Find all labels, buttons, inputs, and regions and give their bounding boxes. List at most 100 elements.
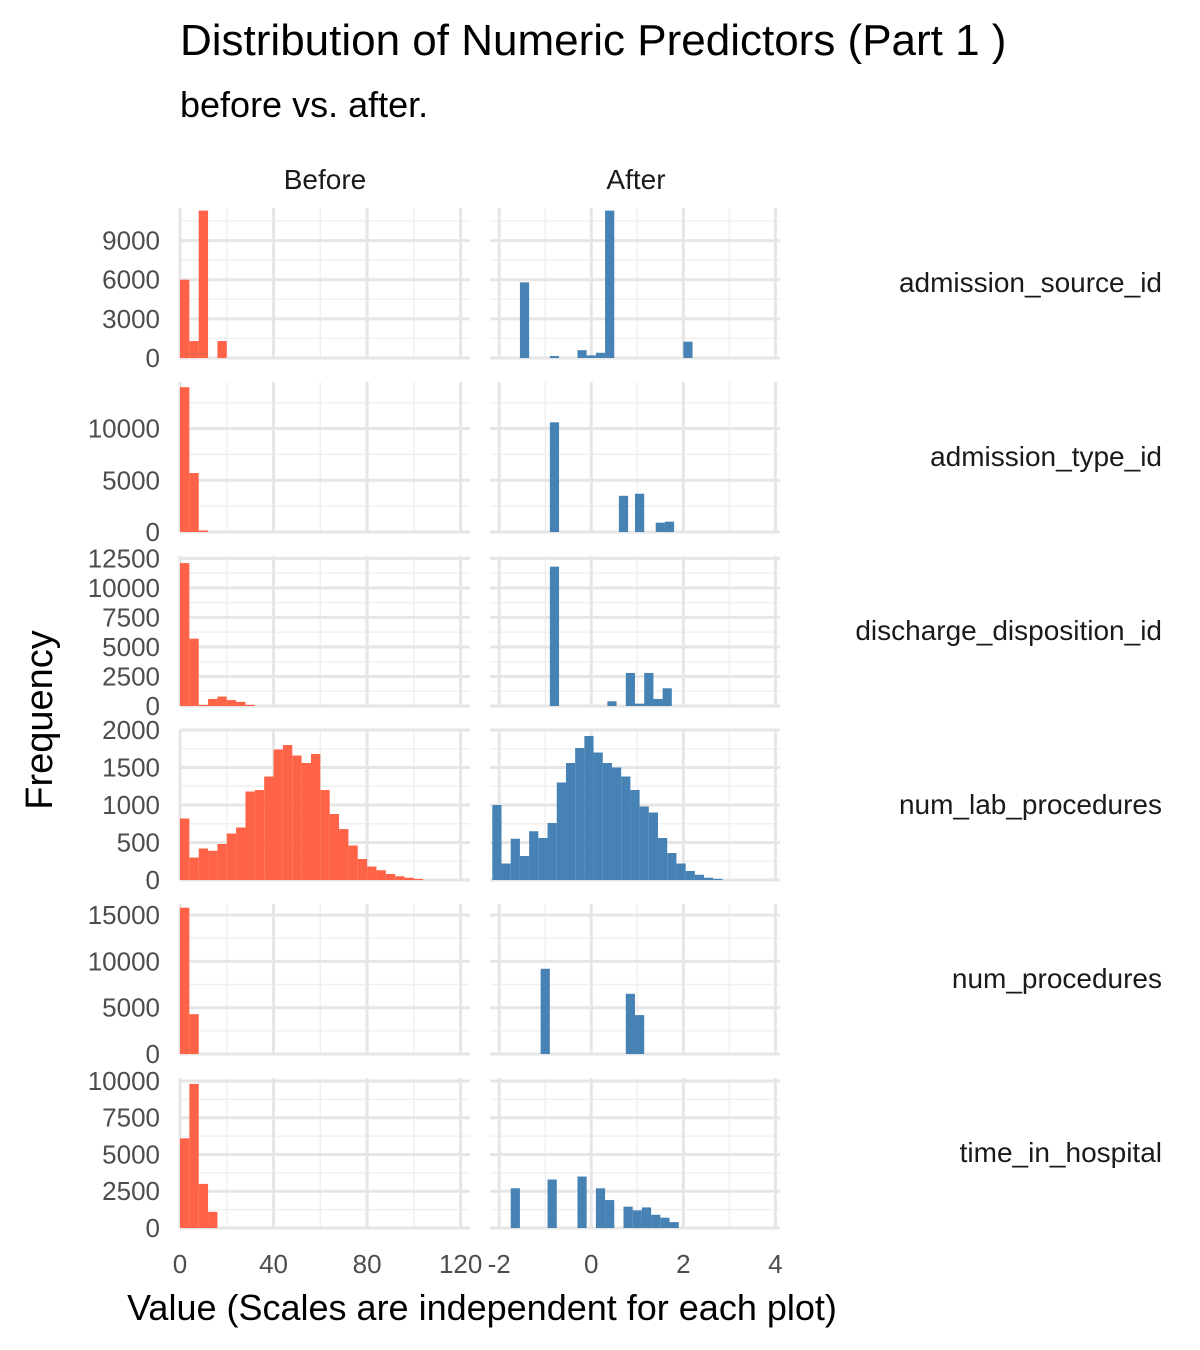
histogram-bar — [595, 352, 606, 358]
x-tick-label: -2 — [488, 1249, 511, 1279]
histogram-bar — [180, 279, 190, 358]
histogram-bar — [623, 1206, 633, 1228]
facet-strip-label: time_in_hospital — [960, 1137, 1162, 1168]
histogram-bar — [198, 704, 209, 706]
y-tick-label: 500 — [117, 828, 160, 858]
histogram-bar — [404, 877, 414, 880]
histogram-bar — [602, 763, 612, 880]
histogram-bar — [704, 877, 714, 880]
histogram-bar — [292, 755, 302, 880]
histogram-bar — [320, 790, 330, 880]
y-tick-label: 0 — [146, 517, 160, 547]
y-tick-label: 2000 — [102, 715, 160, 745]
histogram-bar — [586, 355, 596, 358]
panel-admission_type_id-after — [490, 382, 780, 534]
histogram-bar — [685, 871, 695, 880]
histogram-bar — [357, 859, 368, 880]
histogram-bar — [540, 968, 550, 1054]
y-tick-label: 6000 — [102, 265, 160, 295]
panel-num_procedures-after — [490, 904, 780, 1056]
histogram-bar — [198, 210, 209, 358]
y-tick-label: 0 — [146, 865, 160, 895]
histogram-bar — [189, 1014, 199, 1054]
histogram-bar — [547, 823, 557, 880]
y-tick-label: 2500 — [102, 1176, 160, 1206]
facet-strip-label: admission_source_id — [899, 267, 1162, 298]
histogram-bar — [667, 853, 677, 880]
y-tick-label: 5000 — [102, 632, 160, 662]
histogram-bar — [310, 754, 321, 880]
histogram-bar — [180, 563, 190, 706]
panel-num_lab_procedures-after — [490, 728, 780, 882]
histogram-bar — [180, 818, 190, 880]
histogram-bar — [658, 838, 668, 880]
x-tick-label: 40 — [259, 1249, 288, 1279]
x-axis-label: Value (Scales are independent for each p… — [127, 1287, 837, 1328]
histogram-bar — [217, 844, 227, 880]
histogram-bar — [198, 848, 209, 880]
histogram-bar — [575, 748, 585, 880]
histogram-bar — [676, 863, 686, 880]
x-tick-label: 0 — [584, 1249, 598, 1279]
histogram-bar — [236, 827, 246, 880]
histogram-bar — [348, 845, 358, 880]
y-tick-label: 10000 — [88, 573, 160, 603]
histogram-bar — [245, 704, 255, 706]
histogram-bar — [273, 749, 283, 880]
y-axis-label: Frequency — [19, 630, 61, 810]
histogram-bar — [605, 210, 615, 358]
y-tick-label: 5000 — [102, 1139, 160, 1169]
histogram-bar — [198, 530, 209, 532]
histogram-bar — [655, 522, 665, 532]
y-tick-label: 5000 — [102, 465, 160, 495]
histogram-bar — [385, 874, 396, 880]
histogram-bar — [556, 782, 566, 880]
histogram-bar — [180, 1138, 190, 1228]
facet-strip-label: num_lab_procedures — [899, 789, 1162, 820]
histogram-bar — [547, 1179, 557, 1228]
histogram-bar — [208, 698, 218, 706]
histogram-bar — [662, 688, 672, 706]
facet-strip-label: discharge_disposition_id — [855, 615, 1162, 646]
histogram-bar — [660, 1217, 670, 1228]
y-tick-label: 15000 — [88, 900, 160, 930]
panel-discharge_disposition_id-after — [490, 556, 780, 708]
y-tick-label: 10000 — [88, 946, 160, 976]
histogram-bar — [625, 993, 635, 1054]
histogram-bar — [635, 1015, 645, 1054]
histogram-bar — [510, 838, 520, 880]
histogram-bar — [565, 763, 576, 880]
histogram-bar — [529, 831, 539, 880]
histogram-bar — [329, 814, 340, 880]
panel-time_in_hospital-after — [490, 1078, 780, 1230]
histogram-bar — [264, 776, 274, 880]
y-tick-label: 0 — [146, 1213, 160, 1243]
histogram-bar — [584, 736, 594, 880]
histogram-bar — [635, 493, 645, 532]
histogram-bar — [644, 672, 654, 706]
histogram-bar — [189, 473, 199, 532]
histogram-bar — [549, 566, 560, 706]
histogram-bar — [549, 356, 560, 358]
histogram-bar — [641, 1207, 652, 1228]
histogram-bar — [632, 1210, 642, 1228]
histogram-bar — [236, 701, 246, 706]
x-tick-label: 4 — [768, 1249, 782, 1279]
histogram-bar — [254, 790, 265, 880]
histogram-bar — [501, 863, 511, 880]
histogram-bar — [226, 833, 237, 880]
y-tick-label: 2500 — [102, 661, 160, 691]
panel-admission_type_id-before — [178, 382, 470, 534]
panel-admission_source_id-before — [178, 208, 470, 360]
y-tick-label: 1500 — [102, 753, 160, 783]
histogram-bar — [189, 857, 199, 880]
histogram-bar — [549, 422, 560, 532]
y-tick-label: 0 — [146, 1039, 160, 1069]
before-column-label: Before — [284, 164, 367, 195]
y-tick-label: 0 — [146, 343, 160, 373]
facet-strip-label: admission_type_id — [930, 441, 1162, 472]
histogram-bar — [648, 812, 659, 880]
histogram-bar — [301, 763, 311, 880]
panel-num_procedures-before — [178, 904, 470, 1056]
